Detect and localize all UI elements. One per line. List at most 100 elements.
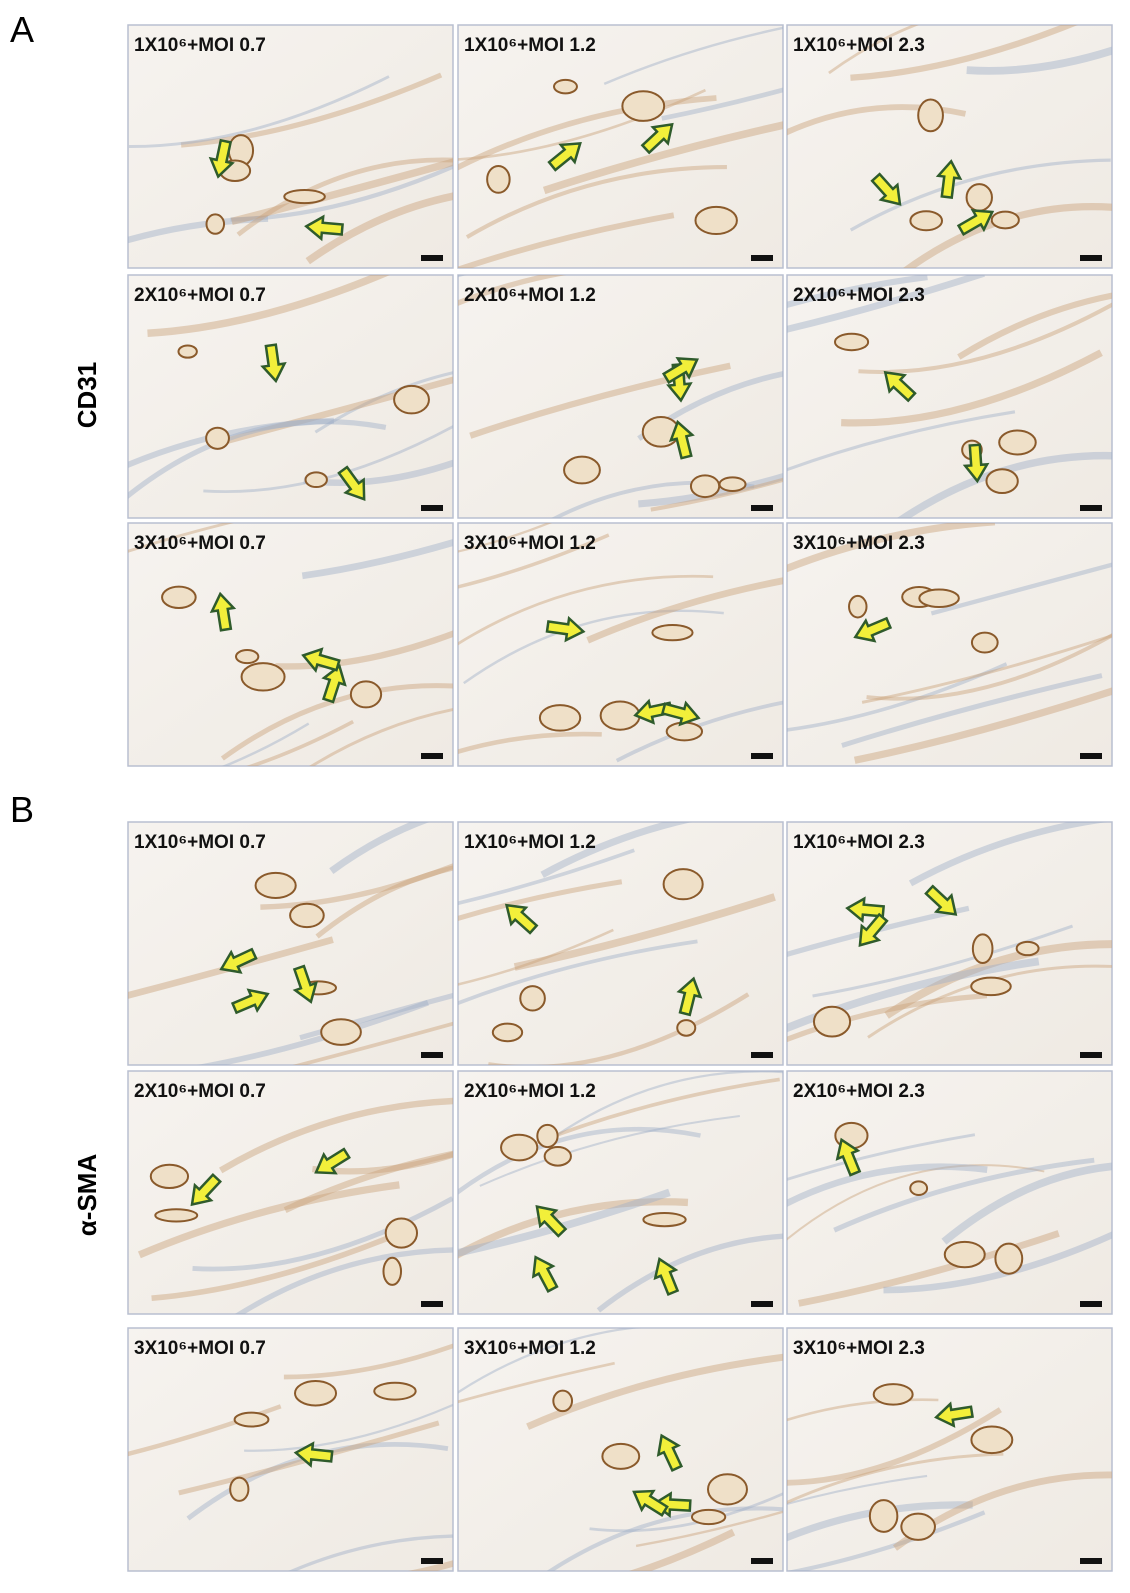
image-label: 3X10⁶+MOI 2.3 <box>793 1338 925 1359</box>
image-label: 1X10⁶+MOI 0.7 <box>134 832 266 853</box>
image-label: 2X10⁶+MOI 2.3 <box>793 285 925 306</box>
vessel <box>695 207 736 234</box>
image-label: 2X10⁶+MOI 1.2 <box>464 1081 596 1102</box>
vessel <box>155 1209 197 1221</box>
vessel <box>901 1514 935 1540</box>
vessel <box>386 1218 417 1247</box>
vessel <box>918 100 943 132</box>
scale-bar <box>751 1301 773 1307</box>
section-letter: B <box>10 789 34 830</box>
scale-bar <box>421 1558 443 1564</box>
vessel <box>870 1500 897 1532</box>
image-label: 2X10⁶+MOI 0.7 <box>134 1081 266 1102</box>
vessel <box>545 1147 571 1166</box>
scale-bar <box>421 505 443 511</box>
image-label: 3X10⁶+MOI 0.7 <box>134 1338 266 1359</box>
vessel <box>691 475 719 497</box>
scale-bar <box>421 753 443 759</box>
scale-bar <box>1080 1558 1102 1564</box>
vessel <box>643 1213 685 1226</box>
vessel <box>667 723 702 741</box>
vessel <box>999 431 1036 455</box>
scale-bar <box>751 255 773 261</box>
vessel <box>383 1258 401 1285</box>
scale-bar <box>1080 1301 1102 1307</box>
scale-bar <box>1080 1052 1102 1058</box>
vessel <box>564 457 600 484</box>
panel-background <box>128 822 453 1065</box>
image-label: 3X10⁶+MOI 1.2 <box>464 1338 596 1359</box>
vessel <box>553 1391 572 1412</box>
scale-bar <box>421 1301 443 1307</box>
image-label: 3X10⁶+MOI 1.2 <box>464 533 596 554</box>
scale-bar <box>1080 753 1102 759</box>
vessel <box>971 1427 1012 1454</box>
vessel <box>919 589 959 606</box>
vessel <box>554 80 577 94</box>
vessel <box>602 1444 639 1469</box>
vessel <box>162 587 196 608</box>
vessel <box>487 166 509 193</box>
vessel <box>236 650 258 663</box>
figure: A CD31 1X10⁶+MOI 0.7 1X10⁶+MOI 1.2 1X10⁶+MOI… <box>0 0 1130 1593</box>
section-letter: A <box>10 9 34 50</box>
panel-background <box>787 1071 1112 1314</box>
vessel <box>971 978 1011 996</box>
vessel <box>290 904 324 927</box>
vessel <box>910 1181 927 1195</box>
vessel <box>664 869 703 899</box>
vessel <box>540 705 580 731</box>
vessel <box>692 1510 725 1524</box>
panel-background <box>128 523 453 766</box>
panel-background <box>458 1071 783 1314</box>
scale-bar <box>421 255 443 261</box>
vessel <box>256 873 296 898</box>
image-label: 1X10⁶+MOI 1.2 <box>464 35 596 56</box>
image-label: 1X10⁶+MOI 0.7 <box>134 35 266 56</box>
vessel <box>972 633 998 653</box>
scale-bar <box>751 753 773 759</box>
scale-bar <box>751 505 773 511</box>
panel-background <box>787 523 1112 766</box>
vessel <box>207 214 225 233</box>
vessel <box>374 1383 415 1400</box>
vessel <box>520 986 545 1010</box>
vessel <box>720 477 746 491</box>
vessel <box>849 596 866 618</box>
scale-bar <box>751 1052 773 1058</box>
vessel <box>151 1165 188 1188</box>
vessel <box>306 472 327 487</box>
scale-bar <box>1080 505 1102 511</box>
vessel <box>295 1381 336 1405</box>
image-label: 2X10⁶+MOI 1.2 <box>464 285 596 306</box>
vessel <box>230 1478 248 1501</box>
vessel <box>945 1242 985 1267</box>
vessel <box>708 1474 747 1504</box>
row-label: CD31 <box>72 362 102 428</box>
image-label: 1X10⁶+MOI 2.3 <box>793 35 925 56</box>
vessel <box>874 1384 913 1404</box>
vessel <box>992 212 1019 229</box>
vessel <box>1017 942 1039 955</box>
vessel <box>501 1135 537 1161</box>
vessel <box>677 1020 695 1036</box>
vessel <box>537 1125 557 1147</box>
scale-bar <box>421 1052 443 1058</box>
image-label: 2X10⁶+MOI 2.3 <box>793 1081 925 1102</box>
image-label: 2X10⁶+MOI 0.7 <box>134 285 266 306</box>
vessel <box>986 469 1017 493</box>
vessel <box>284 190 325 203</box>
image-label: 1X10⁶+MOI 1.2 <box>464 832 596 853</box>
vessel <box>235 1413 269 1427</box>
image-label: 3X10⁶+MOI 2.3 <box>793 533 925 554</box>
image-label: 3X10⁶+MOI 0.7 <box>134 533 266 554</box>
scale-bar <box>1080 255 1102 261</box>
vessel <box>910 211 942 230</box>
vessel <box>995 1244 1022 1274</box>
vessel <box>178 345 196 357</box>
vessel <box>814 1007 850 1037</box>
vessel <box>394 386 429 413</box>
panel-background <box>787 1328 1112 1571</box>
vessel <box>973 934 993 963</box>
vessel <box>622 91 664 121</box>
